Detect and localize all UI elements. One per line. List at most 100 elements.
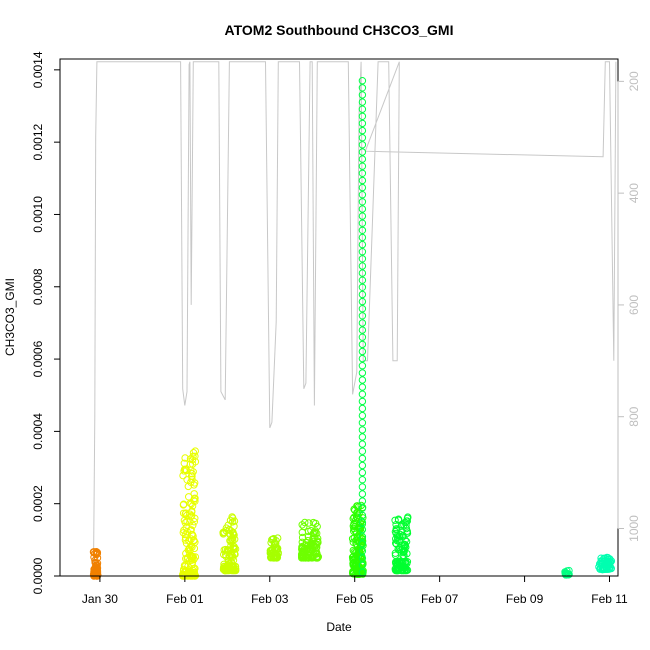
data-point [393,564,402,573]
data-point [349,538,357,546]
x-tick-label: Feb 01 [166,592,204,606]
data-point [597,557,605,565]
data-point [187,472,196,480]
y-tick-label: 0.0002 [31,485,45,522]
data-point [188,543,196,551]
data-point [221,566,230,575]
data-point [222,566,231,574]
x-axis-label: Date [326,620,352,634]
data-point [231,562,240,571]
data-point [190,496,198,505]
data-point [312,550,320,558]
data-point [231,535,239,543]
data-point [600,564,609,573]
data-point [403,514,412,522]
data-point [350,527,358,535]
data-point [307,553,315,562]
data-point [358,290,367,299]
data-point [358,504,367,512]
data-point [400,552,408,560]
data-point [358,240,367,249]
data-point [392,535,400,543]
data-point [358,558,366,566]
data-point [231,545,240,553]
data-point [90,566,98,574]
y-tick-label: 0.0014 [31,51,45,88]
data-point [89,548,98,556]
data-point [268,536,276,544]
data-point [298,533,307,542]
data-point [358,547,367,555]
data-point [358,112,367,121]
data-point [226,516,235,525]
data-point [358,233,367,242]
data-point [311,519,320,528]
data-point [185,493,193,501]
data-point [393,536,401,545]
data-point [358,554,367,562]
data-point [393,526,401,534]
data-point [305,519,313,527]
data-point [298,528,306,537]
y-axis-label: CH3CO3_GMI [3,278,17,356]
data-point [606,555,614,563]
data-point [358,141,367,149]
data-points-layer [89,77,616,580]
data-point [358,198,367,206]
data-point [358,511,367,520]
data-point [358,369,367,377]
data-point [358,162,367,170]
x-tick-label: Feb 05 [336,592,374,606]
data-point [358,276,367,284]
data-point [350,548,358,556]
y2-tick-label: 200 [627,71,641,91]
data-point [229,528,237,537]
data-point [358,212,367,220]
data-point [225,552,234,560]
data-point [181,454,189,462]
data-point [189,569,197,578]
data-point [605,565,613,573]
data-point [394,515,403,523]
data-point [229,562,237,571]
data-point [188,530,196,539]
data-point [358,119,367,128]
y-tick-label: 0.0010 [31,196,45,233]
data-point [355,552,363,560]
y-tick-label: 0.0000 [31,557,45,594]
data-point [358,305,367,313]
data-point [358,347,367,356]
data-point [358,205,367,213]
data-point [228,513,236,521]
data-point [358,362,367,370]
data-point [191,479,199,487]
data-point [185,571,193,579]
data-point [601,561,609,569]
y2-tick-label: 400 [627,183,641,203]
data-point [358,183,367,192]
chart-title: ATOM2 Southbound CH3CO3_GMI [225,22,454,38]
data-point [358,461,367,470]
data-point [313,540,321,549]
data-point [179,509,188,517]
data-point [312,554,321,562]
data-point [357,541,366,549]
data-point [358,134,367,142]
x-tick-label: Feb 07 [421,592,459,606]
data-point [358,561,367,569]
data-point [185,537,193,545]
data-point [358,248,367,256]
data-point [358,383,367,391]
data-point [358,176,367,185]
data-point [358,77,367,85]
data-point [313,529,321,538]
data-point [358,468,367,477]
y-tick-label: 0.0008 [31,268,45,305]
data-point [309,541,317,549]
data-point [358,297,367,306]
data-point [358,390,367,398]
data-point [230,517,239,525]
data-point [358,525,367,534]
data-point [358,490,367,498]
y-tick-label: 0.0006 [31,340,45,377]
